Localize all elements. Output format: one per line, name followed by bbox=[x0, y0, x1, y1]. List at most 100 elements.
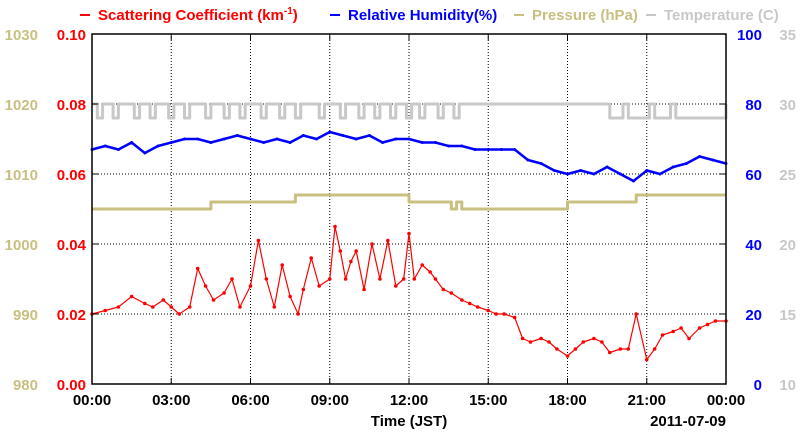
data-point-scattering-coefficient bbox=[203, 284, 208, 288]
data-point-scattering-coefficient bbox=[349, 259, 353, 264]
data-point-scattering-coefficient bbox=[660, 333, 665, 337]
data-point-relative-humidity bbox=[315, 137, 319, 141]
data-point-scattering-coefficient bbox=[116, 305, 121, 309]
data-point-relative-humidity bbox=[592, 172, 596, 176]
x-tick-label: 09:00 bbox=[311, 392, 349, 409]
scattering-tick-label: 0.02 bbox=[57, 307, 86, 324]
temperature-tick-label: 15 bbox=[779, 307, 796, 324]
date-label: 2011-07-09 bbox=[650, 413, 726, 430]
data-point-relative-humidity bbox=[460, 144, 464, 148]
data-point-relative-humidity bbox=[262, 141, 266, 144]
data-point-scattering-coefficient bbox=[528, 340, 533, 344]
data-point-scattering-coefficient bbox=[502, 312, 506, 316]
data-point-scattering-coefficient bbox=[401, 277, 406, 281]
data-point-scattering-coefficient bbox=[475, 305, 480, 309]
data-point-scattering-coefficient bbox=[370, 242, 374, 246]
data-point-relative-humidity bbox=[209, 141, 213, 144]
pressure-tick-label: 1010 bbox=[5, 167, 38, 184]
data-point-scattering-coefficient bbox=[547, 340, 551, 344]
data-point-relative-humidity bbox=[341, 134, 345, 137]
data-point-relative-humidity bbox=[249, 137, 252, 141]
pressure-tick-label: 1030 bbox=[5, 27, 38, 44]
temperature-tick-label: 30 bbox=[779, 97, 796, 114]
data-point-relative-humidity bbox=[354, 137, 358, 141]
data-point-scattering-coefficient bbox=[512, 315, 517, 320]
data-point-scattering-coefficient bbox=[264, 277, 269, 281]
data-point-scattering-coefficient bbox=[272, 305, 277, 309]
data-point-scattering-coefficient bbox=[161, 298, 166, 302]
data-point-relative-humidity bbox=[182, 137, 186, 141]
data-point-relative-humidity bbox=[579, 169, 583, 172]
x-tick-label: 15:00 bbox=[469, 392, 507, 409]
data-point-scattering-coefficient bbox=[248, 284, 253, 288]
data-point-relative-humidity bbox=[605, 165, 609, 169]
data-point-relative-humidity bbox=[645, 169, 649, 172]
data-point-scattering-coefficient bbox=[592, 336, 596, 341]
scattering-tick-label: 0.06 bbox=[57, 167, 86, 184]
data-point-relative-humidity bbox=[130, 141, 134, 144]
data-point-relative-humidity bbox=[103, 144, 107, 148]
data-point-scattering-coefficient bbox=[309, 256, 314, 260]
data-point-scattering-coefficient bbox=[378, 277, 382, 281]
grid bbox=[92, 34, 726, 384]
data-point-scattering-coefficient bbox=[195, 266, 200, 271]
humidity-tick-label: 80 bbox=[745, 97, 762, 114]
data-point-relative-humidity bbox=[486, 148, 490, 151]
temperature-tick-label: 20 bbox=[779, 237, 796, 254]
data-point-scattering-coefficient bbox=[679, 326, 683, 330]
data-point-scattering-coefficient bbox=[428, 270, 432, 274]
data-point-scattering-coefficient bbox=[230, 277, 234, 281]
data-point-relative-humidity bbox=[301, 134, 305, 137]
data-point-scattering-coefficient bbox=[644, 357, 649, 362]
series-line-temperature bbox=[92, 102, 728, 120]
temperature-tick-label: 35 bbox=[779, 27, 796, 44]
data-point-relative-humidity bbox=[156, 144, 160, 148]
data-point-scattering-coefficient bbox=[671, 329, 675, 334]
data-point-scattering-coefficient bbox=[338, 249, 343, 253]
data-point-scattering-coefficient bbox=[393, 284, 398, 288]
data-point-relative-humidity bbox=[222, 137, 226, 141]
data-point-relative-humidity bbox=[671, 165, 675, 169]
data-point-relative-humidity bbox=[658, 172, 662, 176]
data-point-relative-humidity bbox=[381, 141, 385, 144]
data-point-scattering-coefficient bbox=[573, 347, 578, 351]
legend: Scattering Coefficient (km-1) Relative Hu… bbox=[80, 6, 779, 24]
data-point-scattering-coefficient bbox=[441, 287, 446, 292]
data-point-scattering-coefficient bbox=[317, 284, 321, 288]
data-point-relative-humidity bbox=[552, 169, 556, 172]
data-point-scattering-coefficient bbox=[256, 238, 261, 243]
data-point-relative-humidity bbox=[433, 141, 437, 144]
data-point-relative-humidity bbox=[420, 141, 424, 144]
x-tick-label: 18:00 bbox=[548, 392, 586, 409]
data-point-relative-humidity bbox=[288, 141, 292, 144]
data-point-scattering-coefficient bbox=[333, 224, 337, 229]
data-point-scattering-coefficient bbox=[433, 277, 438, 281]
legend-label-humidity: Relative Humidity(%) bbox=[348, 7, 497, 24]
data-point-scattering-coefficient bbox=[327, 277, 332, 281]
data-point-scattering-coefficient bbox=[555, 347, 559, 351]
data-point-relative-humidity bbox=[618, 172, 622, 176]
x-tick-label: 21:00 bbox=[628, 392, 666, 409]
data-point-scattering-coefficient bbox=[486, 308, 491, 313]
data-point-scattering-coefficient bbox=[520, 336, 525, 341]
data-point-relative-humidity bbox=[447, 144, 451, 148]
data-point-scattering-coefficient bbox=[460, 298, 464, 302]
data-point-relative-humidity bbox=[196, 137, 200, 141]
data-point-scattering-coefficient bbox=[150, 305, 155, 309]
scattering-tick-label: 0.04 bbox=[57, 237, 87, 254]
data-point-relative-humidity bbox=[407, 137, 411, 141]
series-line-pressure bbox=[92, 193, 726, 211]
data-point-relative-humidity bbox=[513, 148, 517, 151]
data-point-scattering-coefficient bbox=[288, 294, 292, 299]
data-point-scattering-coefficient bbox=[705, 322, 710, 327]
pressure-tick-label: 980 bbox=[13, 377, 38, 394]
data-point-relative-humidity bbox=[632, 179, 636, 183]
data-point-scattering-coefficient bbox=[222, 291, 226, 295]
legend-label-pressure: Pressure (hPa) bbox=[532, 7, 638, 24]
x-tick-label: 00:00 bbox=[73, 392, 111, 409]
data-point-scattering-coefficient bbox=[618, 347, 623, 351]
data-point-scattering-coefficient bbox=[687, 336, 691, 341]
pressure-tick-label: 1020 bbox=[5, 97, 38, 114]
data-point-scattering-coefficient bbox=[143, 301, 147, 306]
